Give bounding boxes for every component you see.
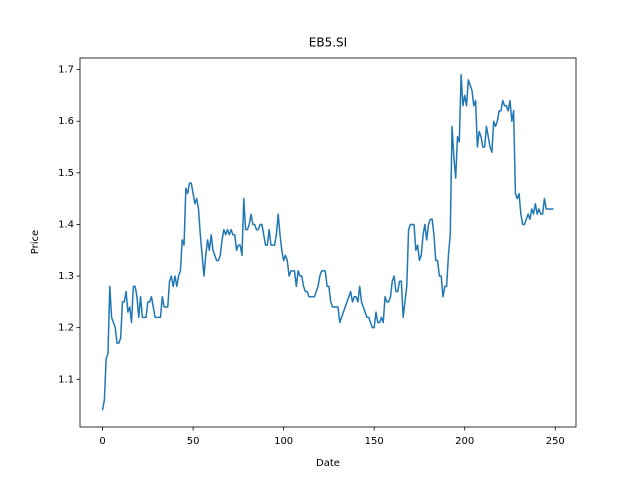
y-axis-label: Price: [30, 230, 41, 254]
y-tick-label: 1.2: [58, 323, 74, 334]
y-tick-label: 1.6: [58, 116, 74, 127]
x-tick-label: 100: [274, 436, 293, 447]
y-tick-label: 1.1: [58, 374, 74, 385]
price-line: [101, 74, 554, 411]
x-tick-label: 50: [187, 436, 200, 447]
x-tick-label: 150: [365, 436, 384, 447]
y-tick-label: 1.7: [58, 65, 74, 76]
x-axis-label: Date: [316, 458, 340, 469]
y-tick-label: 1.4: [58, 219, 74, 230]
plot-frame: [79, 57, 577, 428]
x-tick-label: 0: [99, 436, 105, 447]
y-tick-label: 1.3: [58, 271, 74, 282]
x-tick-label: 200: [455, 436, 474, 447]
y-tick-label: 1.5: [58, 168, 74, 179]
x-tick-label: 250: [546, 436, 565, 447]
chart-title: EB5.SI: [309, 36, 347, 50]
